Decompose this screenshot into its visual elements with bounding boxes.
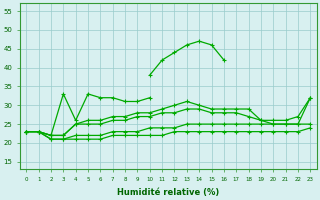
X-axis label: Humidité relative (%): Humidité relative (%)	[117, 188, 220, 197]
